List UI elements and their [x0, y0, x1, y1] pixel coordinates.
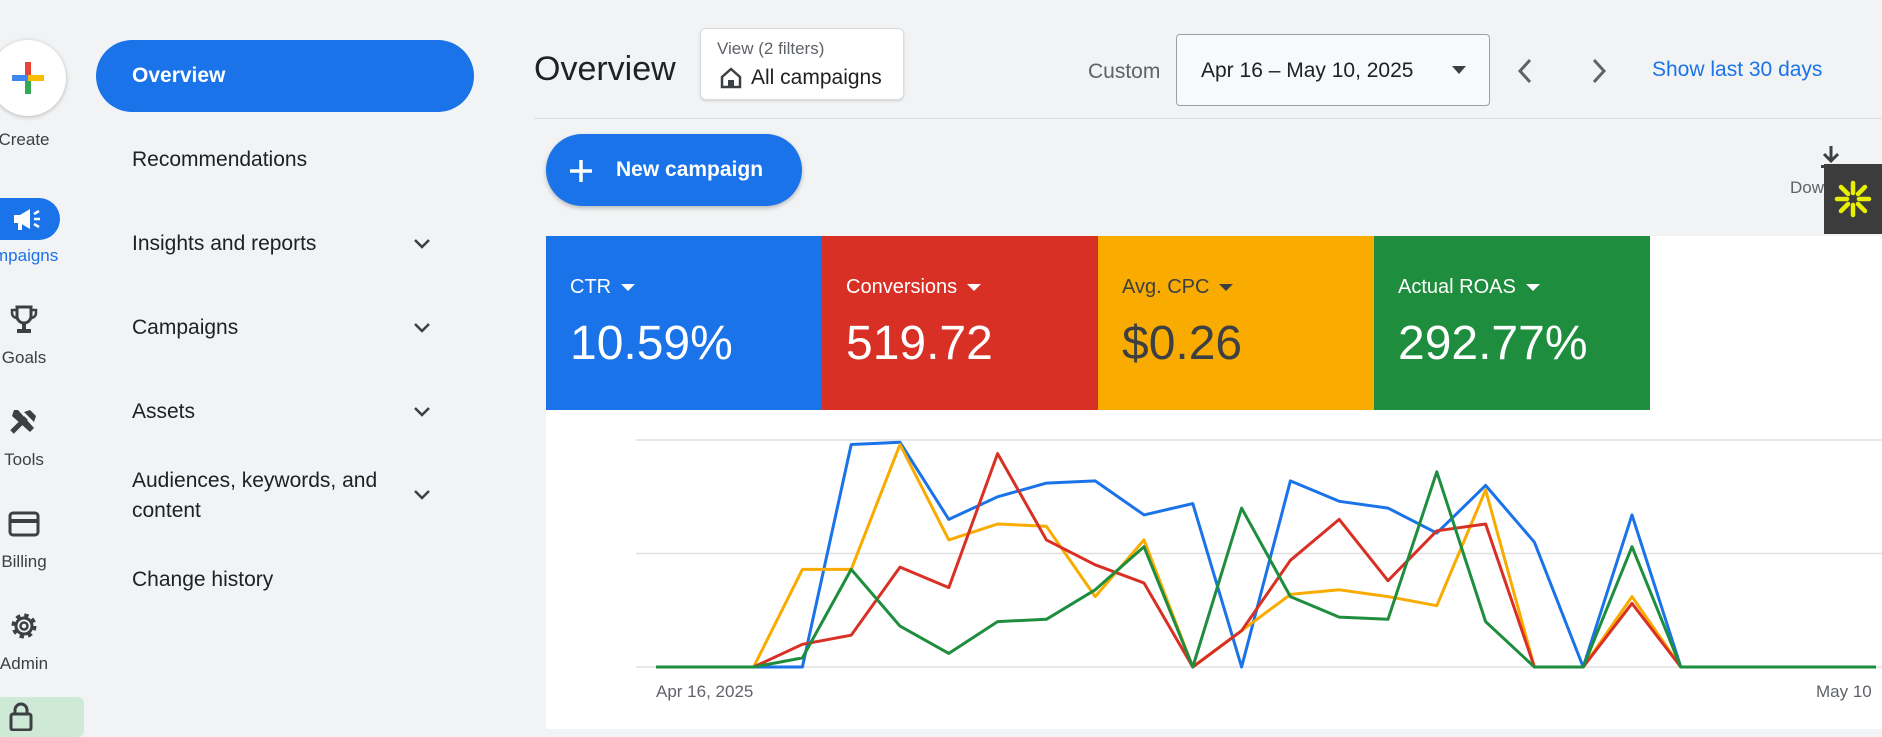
tools-icon[interactable] — [6, 404, 42, 440]
plus-icon — [12, 62, 44, 94]
gear-icon[interactable] — [6, 608, 42, 644]
rail-label-goals: Goals — [1, 348, 47, 367]
date-range-type-label: Custom — [1088, 60, 1161, 83]
page-title: Overview — [534, 50, 676, 88]
chart-series — [656, 440, 1876, 669]
nav-item-assets[interactable]: Assets — [132, 400, 196, 423]
chart-gridlines — [636, 439, 1882, 668]
nav-item-recommendations[interactable]: Recommendations — [132, 148, 308, 171]
metric-tile-avg-cpc[interactable]: Avg. CPC $0.26 — [1098, 236, 1374, 410]
home-icon — [720, 67, 742, 89]
trophy-icon[interactable] — [6, 302, 42, 338]
chevron-right-icon[interactable] — [1586, 56, 1610, 86]
nav-item-overview[interactable]: Overview — [96, 40, 474, 112]
rail-item-lock[interactable] — [0, 697, 84, 737]
show-last-30-days-link[interactable]: Show last 30 days — [1652, 58, 1823, 81]
chevron-down-icon[interactable] — [410, 400, 434, 424]
x-axis-end-label: May 10 — [1816, 682, 1872, 701]
create-label: Create — [0, 130, 50, 149]
dropdown-arrow-icon — [1452, 66, 1466, 74]
metric-label-text: Conversions — [846, 276, 958, 298]
metric-label-ctr: CTR — [570, 276, 636, 299]
chart-series-line-1 — [656, 443, 1876, 669]
header-divider — [534, 118, 1882, 119]
date-range-picker[interactable]: Apr 16 – May 10, 2025 — [1176, 34, 1490, 106]
sparkle-icon — [1834, 180, 1872, 218]
chevron-down-icon[interactable] — [410, 316, 434, 340]
chart-series-line-3 — [656, 470, 1876, 669]
create-button[interactable] — [0, 40, 66, 116]
plus-icon — [570, 160, 592, 182]
metric-tile-ctr[interactable]: CTR 10.59% — [546, 236, 822, 410]
rail-item-campaigns[interactable] — [0, 198, 60, 240]
nav-item-campaigns[interactable]: Campaigns — [132, 316, 239, 339]
rail-label-billing: Billing — [1, 552, 47, 571]
view-filter-subtitle: View (2 filters) — [717, 39, 825, 58]
download-label: Dow — [1790, 178, 1825, 197]
assistant-widget[interactable] — [1824, 164, 1882, 234]
metric-label-actual-roas: Actual ROAS — [1398, 276, 1540, 299]
metric-value-avg-cpc: $0.26 — [1122, 317, 1243, 370]
metric-value-ctr: 10.59% — [570, 317, 733, 370]
metric-tile-actual-roas[interactable]: Actual ROAS 292.77% — [1374, 236, 1650, 410]
metric-label-text: Avg. CPC — [1122, 276, 1210, 298]
metric-label-avg-cpc: Avg. CPC — [1122, 276, 1234, 299]
metric-label-text: CTR — [570, 276, 612, 298]
rail-label-admin: Admin — [0, 654, 49, 673]
nav-item-change-history[interactable]: Change history — [132, 568, 274, 591]
rail-label-tools: Tools — [4, 450, 44, 469]
megaphone-icon — [14, 209, 40, 230]
dropdown-arrow-icon — [1525, 284, 1540, 292]
dropdown-arrow-icon — [967, 284, 982, 292]
view-filter-selector[interactable]: View (2 filters) All campaigns — [700, 28, 904, 100]
date-range-value: Apr 16 – May 10, 2025 — [1201, 59, 1414, 82]
nav-item-insights-and-reports[interactable]: Insights and reports — [132, 232, 317, 255]
nav-item-audiences-keywords-content[interactable]: Audiences, keywords, and content — [132, 469, 378, 522]
dropdown-arrow-icon — [621, 284, 636, 292]
chart-series-line-2 — [656, 452, 1876, 669]
rail-label-campaigns: mpaigns — [0, 246, 59, 265]
x-axis-start-label: Apr 16, 2025 — [656, 682, 753, 701]
chevron-down-icon[interactable] — [410, 483, 434, 507]
metric-value-conversions: 519.72 — [846, 317, 993, 370]
metric-value-actual-roas: 292.77% — [1398, 317, 1588, 370]
performance-line-chart: Apr 16, 2025 May 10 — [636, 439, 1882, 701]
metric-label-conversions: Conversions — [846, 276, 982, 299]
dropdown-arrow-icon — [1219, 284, 1234, 292]
lock-icon — [9, 702, 33, 731]
chevron-down-icon[interactable] — [410, 232, 434, 256]
view-filter-value: All campaigns — [751, 66, 882, 89]
chevron-left-icon[interactable] — [1514, 56, 1538, 86]
chart-series-line-0 — [656, 440, 1876, 669]
new-campaign-label: New campaign — [616, 158, 764, 181]
credit-card-icon[interactable] — [6, 506, 42, 542]
metric-label-text: Actual ROAS — [1398, 276, 1516, 298]
new-campaign-button[interactable]: New campaign — [546, 134, 802, 206]
metric-tile-conversions[interactable]: Conversions 519.72 — [822, 236, 1098, 410]
